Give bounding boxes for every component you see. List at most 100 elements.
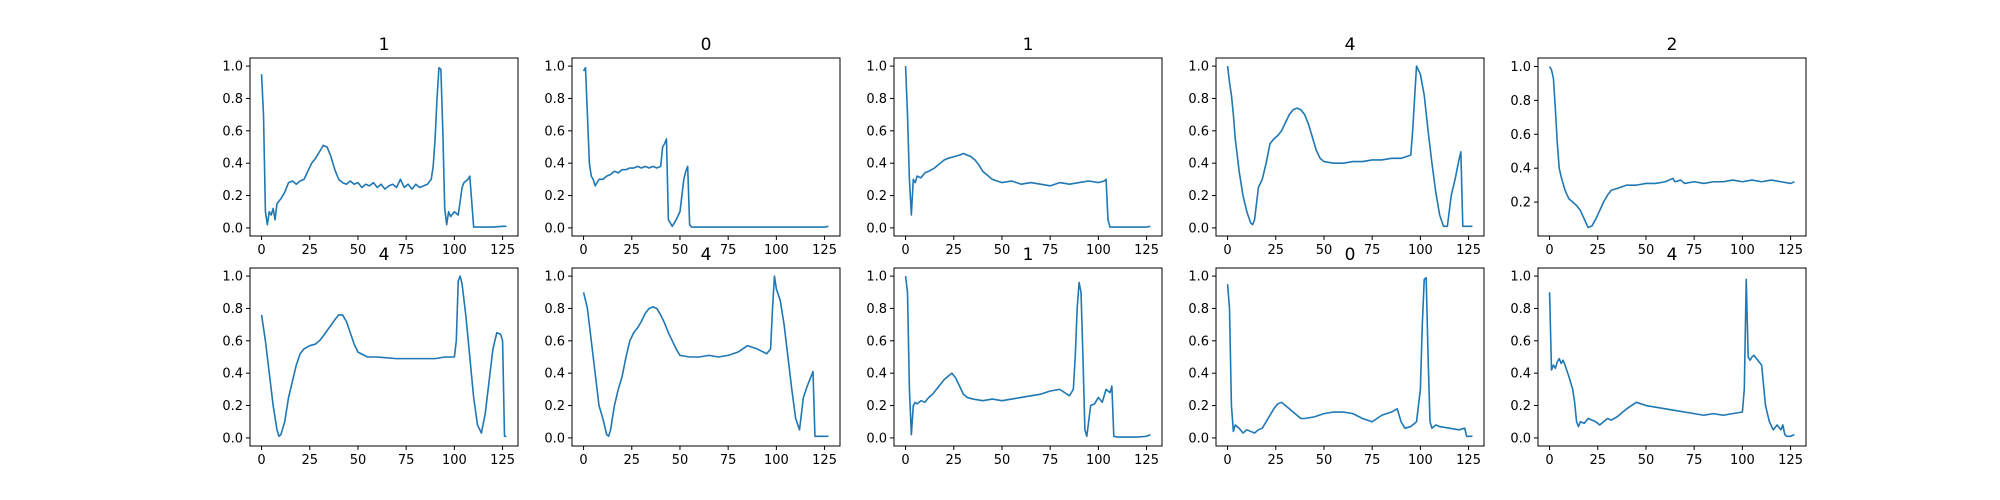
subplot-9: 0 0 25 50 75 100 125 0.0 0.2 0.4 0.6 0.8 1.0 (1188, 245, 1485, 468)
x-tick-label: 50 (1316, 453, 1333, 468)
subplot-title: 4 (379, 245, 390, 265)
series-line (1548, 278, 1795, 438)
x-tick-label: 75 (398, 453, 415, 468)
subplot-title: 4 (1345, 35, 1356, 55)
subplot-title: 1 (379, 35, 390, 55)
x-tick-label: 25 (1267, 243, 1284, 258)
series-line (1226, 65, 1473, 228)
y-tick-label: 0.0 (544, 431, 565, 446)
x-tick-label: 25 (1589, 453, 1606, 468)
y-tick-label: 0.6 (544, 124, 565, 139)
subplot-6: 4 0 25 50 75 100 125 0.0 0.2 0.4 0.6 0.8 1.0 (222, 245, 519, 468)
x-tick-label: 50 (672, 453, 689, 468)
y-tick-label: 0.8 (1188, 302, 1209, 317)
y-tick-label: 0.0 (222, 221, 243, 236)
x-tick-label: 100 (764, 453, 789, 468)
y-tick-label: 0.0 (866, 221, 887, 236)
x-tick-label: 25 (945, 453, 962, 468)
axes-frame (1215, 57, 1485, 237)
subplot-4: 4 0 25 50 75 100 125 0.0 0.2 0.4 0.6 0.8 1.0 (1188, 35, 1485, 258)
y-tick-label: 0.6 (1188, 124, 1209, 139)
y-tick-label: 0.2 (222, 189, 243, 204)
y-tick-label: 1.0 (866, 270, 887, 285)
x-tick-label: 25 (301, 243, 318, 258)
x-tick-label: 125 (1134, 243, 1159, 258)
x-tick-label: 125 (1456, 453, 1481, 468)
y-tick-label: 0.0 (866, 431, 887, 446)
y-tick-label: 0.8 (866, 92, 887, 107)
y-tick-label: 0.0 (1188, 431, 1209, 446)
y-tick-label: 0.8 (1510, 302, 1531, 317)
y-tick-label: 0.4 (1188, 367, 1209, 382)
x-tick-label: 50 (994, 243, 1011, 258)
y-tick-label: 0.8 (222, 92, 243, 107)
y-tick-label: 0.8 (866, 302, 887, 317)
x-tick-label: 0 (1545, 453, 1553, 468)
axes-frame (893, 267, 1163, 447)
y-tick-label: 0.2 (1188, 189, 1209, 204)
x-tick-label: 100 (1730, 243, 1755, 258)
x-tick-label: 50 (1316, 243, 1333, 258)
subplot-title: 1 (1023, 245, 1034, 265)
y-tick-label: 0.4 (1188, 157, 1209, 172)
y-tick-label: 0.4 (544, 367, 565, 382)
y-tick-label: 0.6 (222, 334, 243, 349)
y-tick-label: 0.2 (866, 399, 887, 414)
x-tick-label: 125 (1134, 453, 1159, 468)
y-tick-label: 0.8 (544, 92, 565, 107)
x-tick-label: 75 (398, 243, 415, 258)
x-tick-label: 75 (1364, 453, 1381, 468)
x-tick-label: 50 (1638, 243, 1655, 258)
x-tick-label: 25 (945, 243, 962, 258)
subplot-title: 4 (701, 245, 712, 265)
x-tick-label: 125 (1456, 243, 1481, 258)
y-tick-label: 1.0 (1188, 60, 1209, 75)
y-tick-label: 0.6 (866, 334, 887, 349)
y-tick-label: 0.2 (866, 189, 887, 204)
y-tick-label: 0.2 (1510, 399, 1531, 414)
y-tick-label: 1.0 (222, 270, 243, 285)
y-tick-label: 0.8 (222, 302, 243, 317)
x-tick-label: 125 (812, 243, 837, 258)
x-tick-label: 50 (1638, 453, 1655, 468)
x-tick-label: 75 (720, 453, 737, 468)
subplot-3: 1 0 25 50 75 100 125 0.0 0.2 0.4 0.6 0.8 1.0 (866, 35, 1163, 258)
x-tick-label: 75 (1364, 243, 1381, 258)
x-tick-label: 100 (764, 243, 789, 258)
x-tick-label: 25 (301, 453, 318, 468)
y-tick-label: 0.2 (222, 399, 243, 414)
subplot-2: 0 0 25 50 75 100 125 0.0 0.2 0.4 0.6 0.8 1.0 (544, 35, 841, 258)
subplot-title: 2 (1667, 35, 1678, 55)
y-tick-label: 0.6 (222, 124, 243, 139)
axes-frame (249, 57, 519, 237)
axes-frame (571, 57, 841, 237)
series-line (1548, 66, 1795, 229)
y-tick-label: 1.0 (1510, 270, 1531, 285)
subplot-7: 4 0 25 50 75 100 125 0.0 0.2 0.4 0.6 0.8 1.0 (544, 245, 841, 468)
y-tick-label: 0.2 (1188, 399, 1209, 414)
y-tick-label: 0.4 (866, 367, 887, 382)
subplot-5: 2 0 25 50 75 100 125 0.2 0.4 0.6 0.8 1.0 (1510, 35, 1807, 258)
y-tick-label: 0.4 (222, 367, 243, 382)
axes-frame (1537, 267, 1807, 447)
y-tick-label: 0.0 (222, 431, 243, 446)
series-line (260, 66, 507, 228)
axes-frame (1537, 57, 1807, 237)
x-tick-label: 75 (1042, 243, 1059, 258)
subplot-10: 4 0 25 50 75 100 125 0.0 0.2 0.4 0.6 0.8 1.0 (1510, 245, 1807, 468)
series-line (260, 275, 507, 438)
axes-frame (249, 267, 519, 447)
x-tick-label: 100 (1086, 243, 1111, 258)
axes-frame (571, 267, 841, 447)
y-tick-label: 0.4 (222, 157, 243, 172)
series-line (582, 275, 829, 438)
y-tick-label: 0.4 (1510, 162, 1531, 177)
axes-frame (893, 57, 1163, 237)
subplot-title: 0 (1345, 245, 1356, 265)
x-tick-label: 75 (1686, 453, 1703, 468)
y-tick-label: 0.2 (544, 399, 565, 414)
x-tick-label: 100 (1730, 453, 1755, 468)
x-tick-label: 0 (1223, 453, 1231, 468)
subplot-title: 4 (1667, 245, 1678, 265)
